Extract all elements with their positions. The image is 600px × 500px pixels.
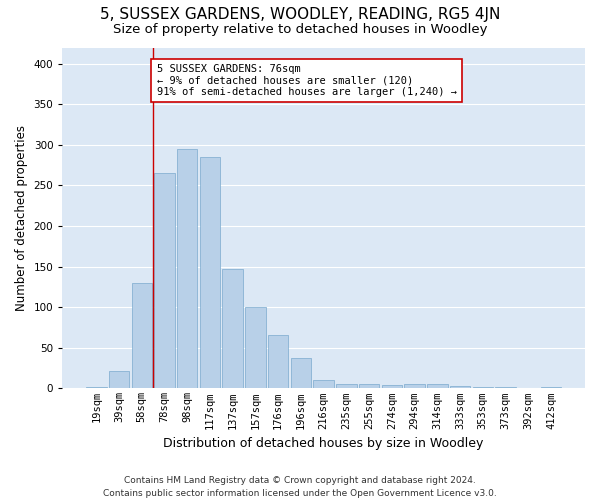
Bar: [109, 370, 129, 388]
Bar: [382, 385, 402, 388]
Bar: [154, 174, 175, 388]
Bar: [268, 335, 289, 388]
Bar: [359, 384, 379, 388]
Bar: [223, 269, 243, 388]
Bar: [131, 283, 152, 389]
Text: Contains HM Land Registry data © Crown copyright and database right 2024.
Contai: Contains HM Land Registry data © Crown c…: [103, 476, 497, 498]
Bar: [496, 387, 516, 388]
Bar: [313, 380, 334, 388]
Bar: [336, 384, 356, 388]
Text: Size of property relative to detached houses in Woodley: Size of property relative to detached ho…: [113, 22, 487, 36]
Bar: [177, 149, 197, 388]
Bar: [541, 387, 561, 388]
Text: 5, SUSSEX GARDENS, WOODLEY, READING, RG5 4JN: 5, SUSSEX GARDENS, WOODLEY, READING, RG5…: [100, 8, 500, 22]
Bar: [473, 387, 493, 388]
Bar: [450, 386, 470, 388]
Bar: [427, 384, 448, 388]
X-axis label: Distribution of detached houses by size in Woodley: Distribution of detached houses by size …: [163, 437, 484, 450]
Bar: [404, 384, 425, 388]
Bar: [200, 157, 220, 388]
Y-axis label: Number of detached properties: Number of detached properties: [15, 125, 28, 311]
Bar: [245, 307, 266, 388]
Bar: [291, 358, 311, 388]
Text: 5 SUSSEX GARDENS: 76sqm
← 9% of detached houses are smaller (120)
91% of semi-de: 5 SUSSEX GARDENS: 76sqm ← 9% of detached…: [157, 64, 457, 97]
Bar: [86, 387, 107, 388]
